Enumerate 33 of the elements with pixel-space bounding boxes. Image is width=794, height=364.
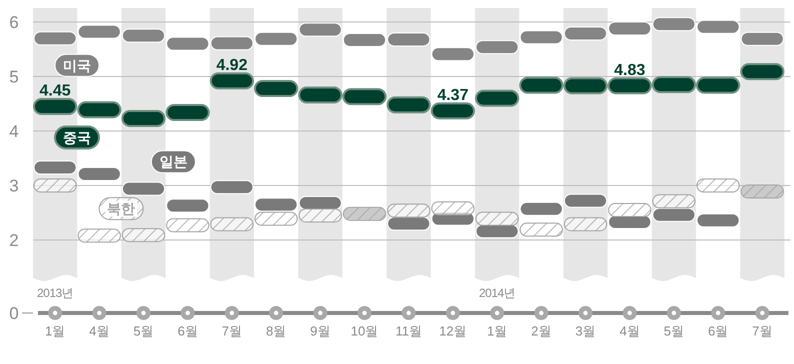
x-tick-label: 7월 [222,324,242,339]
x-tick-label: 7월 [752,324,772,339]
x-tick-label: 6월 [178,324,198,339]
y-tick-label: 2 [9,230,19,250]
y-tick-label: 4 [9,122,19,141]
data-label: 4.92 [216,56,248,74]
y-tick-label: 5 [9,67,19,86]
data-label: 4.45 [40,82,71,100]
text: 0 [9,304,19,323]
y-tick-label: 3 [9,176,19,196]
series-label: 중국 [63,129,91,146]
x-tick-label: 10월 [350,324,378,339]
x-tick-label: 9월 [310,324,330,339]
x-tick-label: 1월 [486,324,508,339]
x-tick-label: 3월 [575,324,596,339]
x-tick-label: 5월 [664,324,684,339]
x-tick-label: 11월 [395,324,422,339]
text: 2014년 [479,286,516,300]
x-tick-label: 8월 [266,324,286,339]
x-tick-label: 12월 [439,324,467,339]
data-label: 4.37 [437,86,469,104]
x-tick-label: 2월 [531,324,552,339]
x-tick-label: 4월 [620,324,640,339]
series-label: 북한 [107,200,136,217]
series-label: 미국 [63,57,91,74]
text: 2013년 [37,286,74,300]
x-tick-label: 1월 [44,324,66,339]
series-label: 일본 [159,154,188,170]
data-label: 4.83 [614,62,646,79]
x-tick-label: 6월 [708,324,728,339]
x-tick-label: 5월 [133,324,154,339]
y-tick-label: 6 [9,12,19,32]
x-tick-label: 4월 [89,324,110,339]
